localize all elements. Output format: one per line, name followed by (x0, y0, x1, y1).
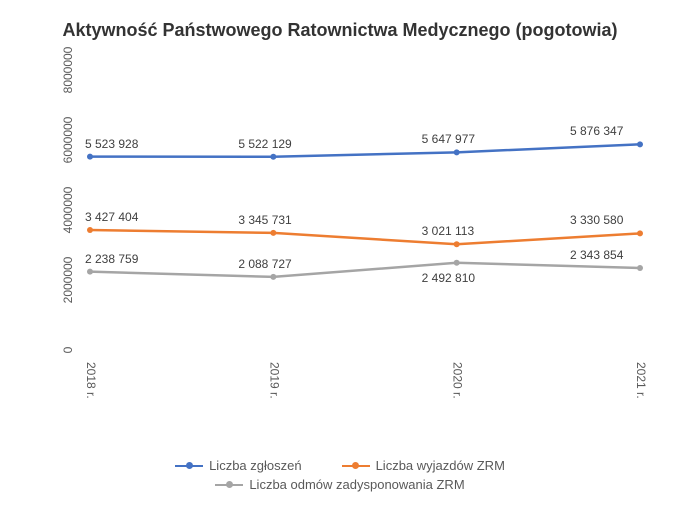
data-label: 2 492 810 (422, 271, 475, 285)
legend-item: Liczba odmów zadysponowania ZRM (215, 477, 464, 492)
data-label: 2 343 854 (570, 248, 623, 262)
series-marker (454, 260, 460, 266)
series-marker (87, 269, 93, 275)
series-marker (637, 265, 643, 271)
series-marker (270, 154, 276, 160)
data-label: 5 647 977 (422, 132, 475, 146)
series-marker (270, 230, 276, 236)
legend-item: Liczba zgłoszeń (175, 458, 302, 473)
legend-item: Liczba wyjazdów ZRM (342, 458, 505, 473)
legend-swatch-icon (342, 460, 370, 472)
series-marker (87, 227, 93, 233)
series-marker (270, 274, 276, 280)
series-line (90, 263, 640, 277)
legend: Liczba zgłoszeń Liczba wyjazdów ZRM Liczba… (0, 456, 680, 494)
legend-swatch-icon (215, 479, 243, 491)
data-label: 3 345 731 (238, 213, 291, 227)
data-label: 3 330 580 (570, 213, 623, 227)
series-marker (454, 149, 460, 155)
series-marker (87, 154, 93, 160)
data-label: 2 088 727 (238, 257, 291, 271)
series-marker (454, 241, 460, 247)
legend-label: Liczba odmów zadysponowania ZRM (249, 477, 464, 492)
legend-label: Liczba zgłoszeń (209, 458, 302, 473)
chart-container: Aktywność Państwowego Ratownictwa Medycz… (0, 0, 680, 512)
data-label: 3 021 113 (422, 224, 475, 238)
data-label: 5 876 347 (570, 124, 623, 138)
series-marker (637, 230, 643, 236)
series-marker (637, 141, 643, 147)
data-label: 3 427 404 (85, 210, 138, 224)
data-label: 5 522 129 (238, 137, 291, 151)
legend-swatch-icon (175, 460, 203, 472)
data-label: 2 238 759 (85, 252, 138, 266)
legend-label: Liczba wyjazdów ZRM (376, 458, 505, 473)
series-line (90, 230, 640, 244)
series-line (90, 144, 640, 156)
data-label: 5 523 928 (85, 137, 138, 151)
